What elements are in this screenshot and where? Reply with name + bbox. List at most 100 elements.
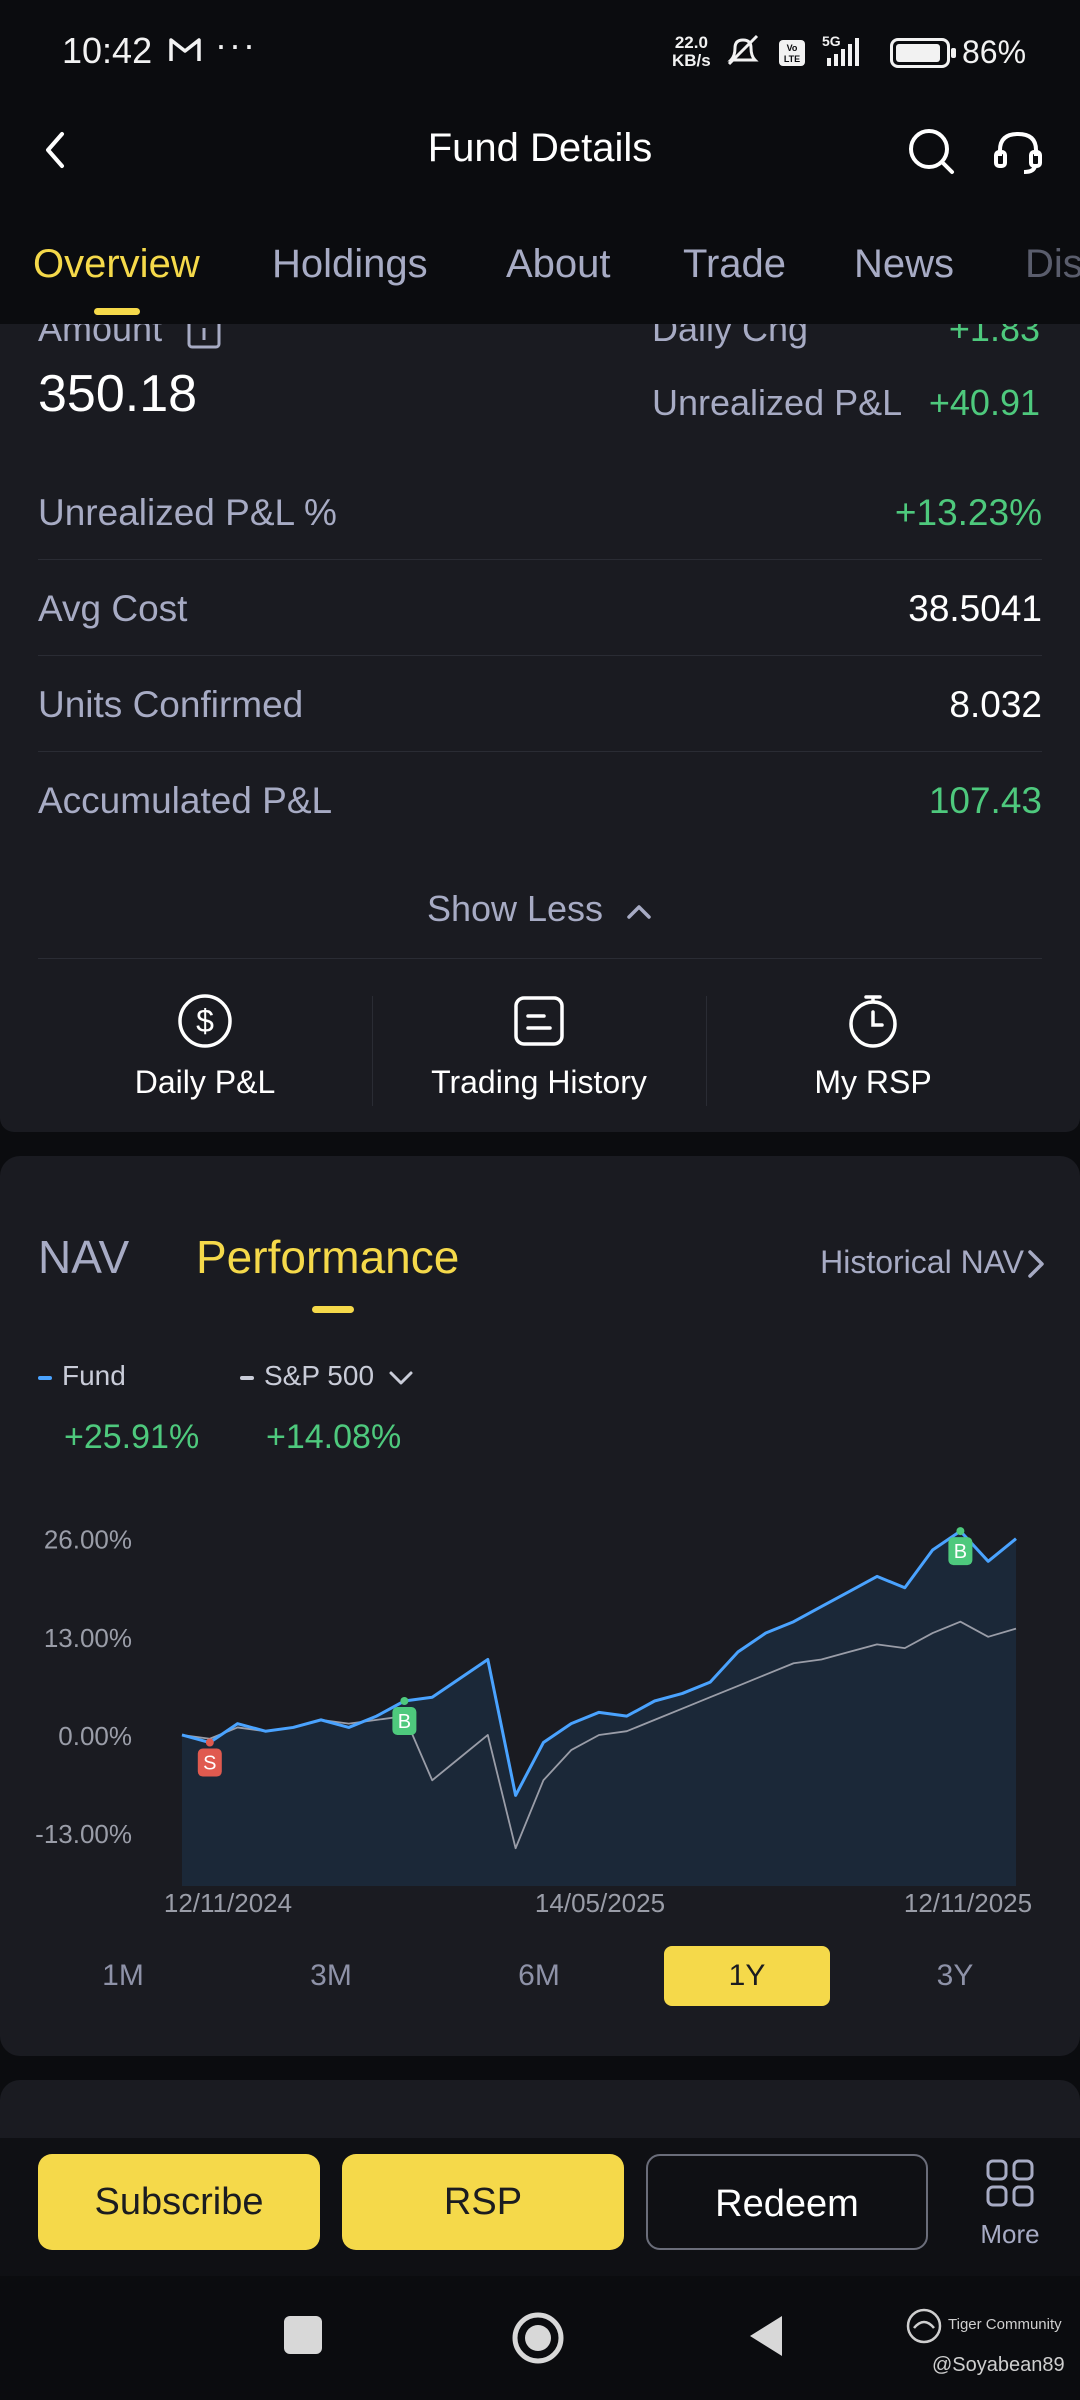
trade-marker-badge bbox=[948, 1537, 973, 1566]
divider bbox=[706, 996, 707, 1106]
daily-pl-button[interactable]: $ Daily P&L bbox=[38, 992, 372, 1112]
unrealized-pl-label: Unrealized P&L bbox=[652, 382, 903, 423]
tab-overview[interactable]: Overview bbox=[33, 242, 200, 286]
holdings-card: Amount 350.18 Daily Chg +1.83 Unrealized… bbox=[0, 324, 1080, 1132]
row-label: Unrealized P&L % bbox=[38, 492, 337, 533]
search-icon[interactable] bbox=[904, 124, 960, 180]
bottom-action-bar: Subscribe RSP Redeem More bbox=[0, 2138, 1080, 2276]
grid-icon bbox=[986, 2159, 1034, 2207]
daily-chg-value: +1.83 bbox=[948, 324, 1040, 349]
tab-bar: Overview Holdings About Trade News Dis bbox=[0, 200, 1080, 324]
row-value: 107.43 bbox=[928, 780, 1042, 821]
headset-support-icon[interactable] bbox=[988, 122, 1048, 182]
row-units-confirmed: Units Confirmed 8.032 bbox=[38, 656, 1042, 752]
period-1m[interactable]: 1M bbox=[102, 1959, 144, 1992]
recents-button[interactable] bbox=[284, 2316, 322, 2354]
trade-marker-badge bbox=[392, 1707, 417, 1735]
tab-dis[interactable]: Dis bbox=[1025, 242, 1080, 286]
page-title: Fund Details bbox=[427, 126, 653, 170]
svg-text:Vo: Vo bbox=[787, 43, 798, 53]
benchmark-return: +14.08% bbox=[266, 1418, 402, 1456]
system-nav-bar: Tiger Community @Soyabean89 bbox=[0, 2276, 1080, 2400]
active-tab-indicator bbox=[94, 308, 140, 315]
y-tick-label: 26.00% bbox=[44, 1525, 132, 1555]
battery-icon bbox=[890, 38, 956, 68]
svg-text:$: $ bbox=[196, 1003, 214, 1039]
row-value: 38.5041 bbox=[908, 588, 1042, 629]
svg-text:5G: 5G bbox=[822, 33, 841, 49]
row-label: Accumulated P&L bbox=[38, 780, 333, 821]
row-accumulated-pl: Accumulated P&L 107.43 bbox=[38, 752, 1042, 848]
my-rsp-label: My RSP bbox=[814, 1064, 932, 1100]
chevron-up-icon bbox=[627, 905, 651, 920]
row-avg-cost: Avg Cost 38.5041 bbox=[38, 560, 1042, 656]
x-tick-label: 12/11/2025 bbox=[904, 1888, 1032, 1916]
performance-chart[interactable]: 26.00% 13.00% 0.00% -13.00% S B B 12/11/2024 14/… bbox=[0, 1496, 1080, 1916]
rsp-button[interactable]: RSP bbox=[342, 2154, 624, 2250]
signal-icon: 5G bbox=[822, 33, 859, 66]
more-button[interactable]: More bbox=[980, 2158, 1040, 2250]
period-3y[interactable]: 3Y bbox=[936, 1959, 974, 1992]
back-arrow-icon[interactable] bbox=[30, 124, 82, 176]
fund-area bbox=[182, 1531, 1016, 1886]
period-1y[interactable]: 1Y bbox=[664, 1946, 830, 2006]
amount-value: 350.18 bbox=[38, 365, 198, 423]
show-less-label: Show Less bbox=[426, 888, 604, 929]
amount-label: Amount bbox=[38, 324, 163, 349]
daily-pl-label: Daily P&L bbox=[134, 1064, 276, 1100]
tab-news[interactable]: News bbox=[854, 242, 955, 286]
volte-icon: Vo LTE bbox=[779, 40, 805, 66]
subscribe-button[interactable]: Subscribe bbox=[38, 2154, 320, 2250]
status-icons: Vo LTE 5G bbox=[727, 33, 859, 66]
dollar-circle-icon: $ bbox=[178, 994, 232, 1048]
tab-about[interactable]: About bbox=[506, 242, 611, 286]
app-header: Fund Details bbox=[0, 100, 1080, 200]
fund-return: +25.91% bbox=[64, 1418, 200, 1456]
period-3m[interactable]: 3M bbox=[310, 1959, 352, 1992]
row-label: Units Confirmed bbox=[38, 684, 304, 725]
historical-nav-link[interactable]: Historical NAV bbox=[820, 1244, 1024, 1280]
tab-performance[interactable]: Performance bbox=[196, 1231, 460, 1283]
next-card bbox=[0, 2080, 1080, 2140]
benchmark-selector[interactable]: S&P 500 bbox=[240, 1360, 414, 1392]
tab-trade[interactable]: Trade bbox=[683, 242, 787, 286]
battery-percent: 86% bbox=[962, 34, 1027, 70]
my-rsp-button[interactable]: My RSP bbox=[706, 992, 1040, 1112]
row-label: Avg Cost bbox=[38, 588, 188, 629]
legend-fund: Fund bbox=[38, 1360, 126, 1392]
active-tab-indicator bbox=[312, 1306, 354, 1313]
y-tick-label: -13.00% bbox=[35, 1819, 132, 1849]
row-unrealized-pl-pct: Unrealized P&L % +13.23% bbox=[38, 464, 1042, 560]
mute-icon bbox=[727, 34, 759, 66]
trading-history-label: Trading History bbox=[431, 1064, 647, 1100]
buy-marker-label: B bbox=[954, 1541, 967, 1563]
trade-marker-dot bbox=[400, 1697, 409, 1705]
status-time: 10:42 bbox=[62, 30, 153, 71]
daily-chg-label: Daily Chg bbox=[652, 324, 809, 349]
y-tick-label: 0.00% bbox=[58, 1721, 132, 1751]
trading-history-button[interactable]: Trading History bbox=[372, 992, 706, 1112]
divider bbox=[372, 996, 373, 1106]
trade-marker-badge bbox=[197, 1748, 222, 1777]
legend-fund-label: Fund bbox=[62, 1360, 126, 1391]
legend-benchmark-label: S&P 500 bbox=[264, 1360, 375, 1391]
watermark-brand: Tiger Community bbox=[948, 2316, 1062, 2333]
show-less-toggle[interactable]: Show Less bbox=[0, 888, 1080, 930]
stopwatch-icon bbox=[849, 995, 897, 1048]
row-value: 8.032 bbox=[949, 684, 1042, 725]
trade-marker-dot bbox=[956, 1527, 965, 1536]
performance-card: NAV Performance Historical NAV Fund S&P … bbox=[0, 1156, 1080, 2056]
tab-holdings[interactable]: Holdings bbox=[272, 242, 428, 286]
back-triangle-icon[interactable] bbox=[744, 2312, 788, 2360]
home-button[interactable] bbox=[510, 2310, 566, 2366]
row-value: +13.23% bbox=[894, 492, 1042, 533]
info-icon[interactable] bbox=[186, 324, 222, 350]
redeem-button[interactable]: Redeem bbox=[646, 2154, 928, 2250]
gmail-icon bbox=[169, 38, 201, 61]
watermark-user: @Soyabean89 bbox=[932, 2354, 1065, 2376]
tab-nav[interactable]: NAV bbox=[38, 1231, 130, 1283]
chevron-right-icon[interactable] bbox=[1026, 1248, 1046, 1280]
buy-marker-label: B bbox=[398, 1711, 411, 1733]
sell-marker-label: S bbox=[203, 1753, 216, 1775]
period-6m[interactable]: 6M bbox=[518, 1959, 560, 1992]
